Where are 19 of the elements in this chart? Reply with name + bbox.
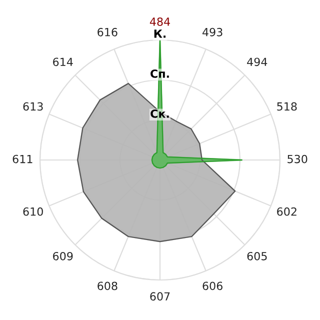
y-tick-label: К. <box>154 30 166 38</box>
spoke-label: 608 <box>98 282 118 290</box>
spoke-label: 606 <box>202 282 222 290</box>
spoke-label: 493 <box>202 28 222 36</box>
y-tick-label: Ск. <box>150 109 169 118</box>
spoke-label: 494 <box>247 58 268 66</box>
spoke-label: 610 <box>23 207 43 216</box>
y-tick-label: Сп. <box>150 69 169 78</box>
spoke-label: 613 <box>23 102 43 111</box>
spoke-label: 530 <box>288 154 308 164</box>
spoke-label: 607 <box>150 292 170 301</box>
spoke-label: 616 <box>98 28 118 36</box>
spoke-label: 605 <box>247 252 267 260</box>
spoke-label: 602 <box>277 207 296 216</box>
spoke-label: 518 <box>277 102 297 111</box>
spoke-label: 609 <box>53 252 73 260</box>
spoke-label: 484 <box>150 17 170 26</box>
spoke-label: 614 <box>53 58 73 66</box>
spoke-label: 611 <box>12 154 32 164</box>
